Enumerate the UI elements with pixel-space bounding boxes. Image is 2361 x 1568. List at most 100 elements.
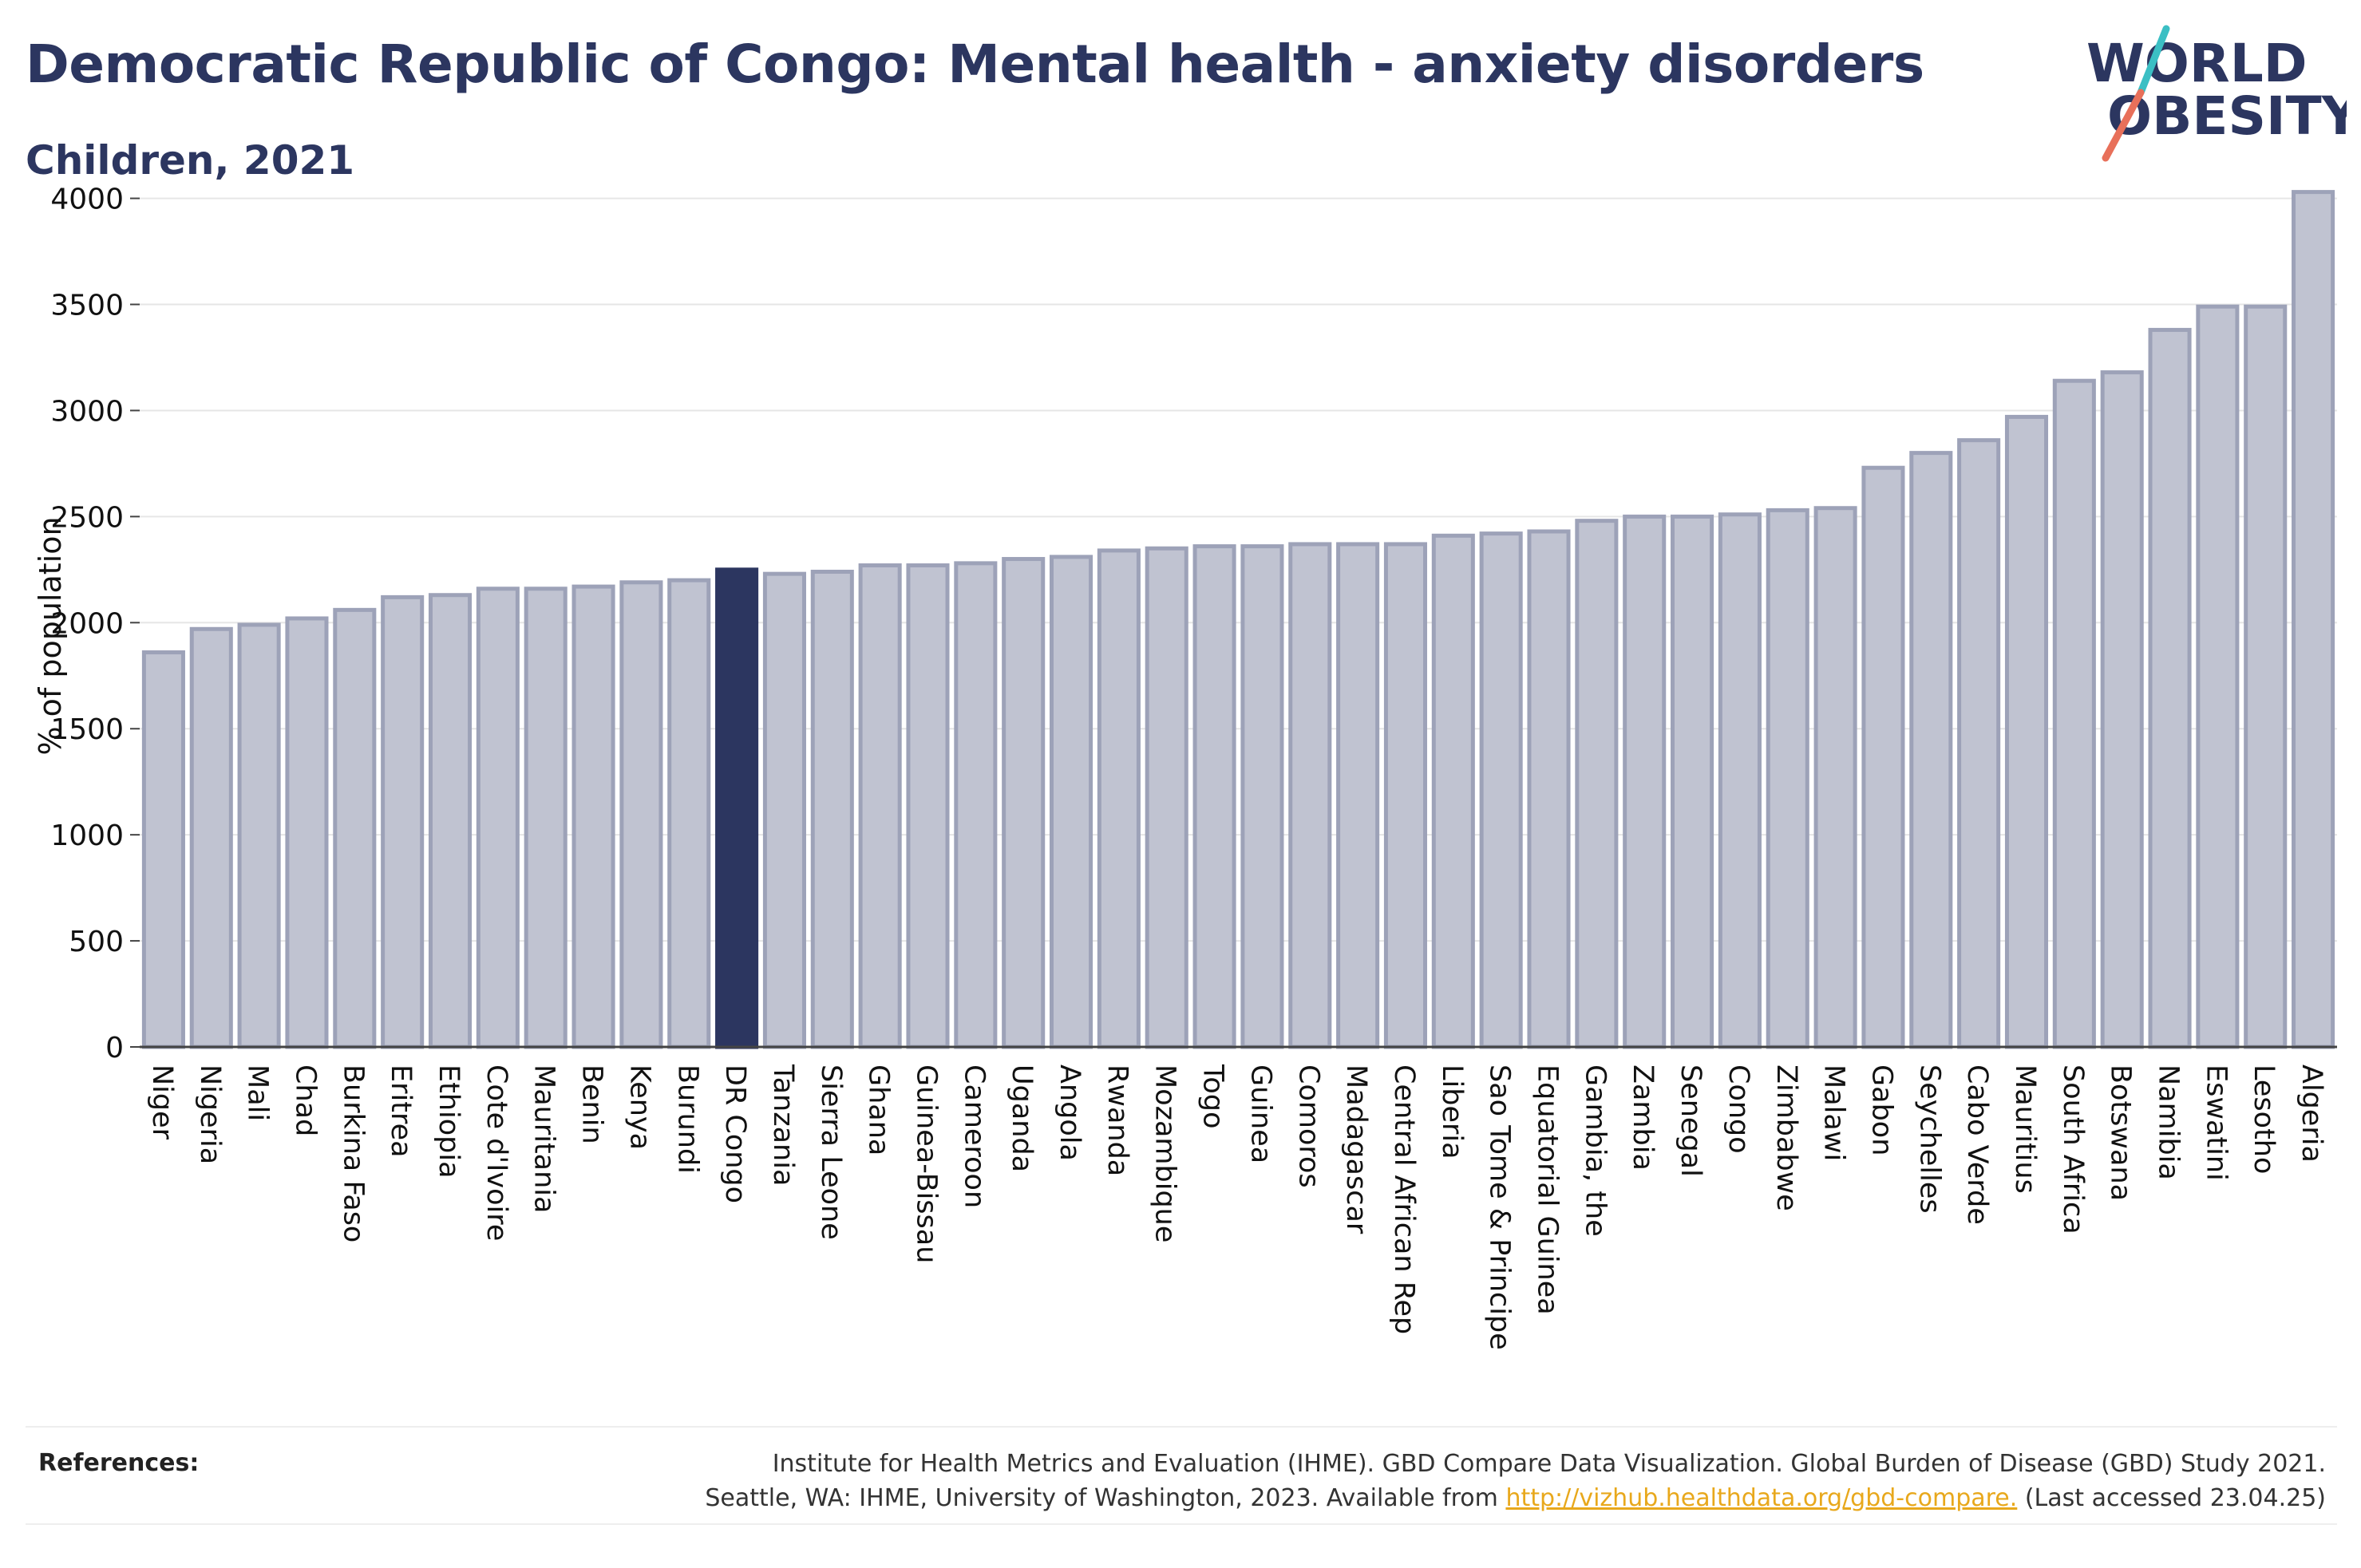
bar-ghana xyxy=(858,563,902,1049)
bar-zambia xyxy=(1623,514,1667,1049)
bar-angola xyxy=(1049,555,1093,1049)
y-tick-label: 4000 xyxy=(50,184,124,216)
bar-malawi xyxy=(1813,506,1857,1049)
x-tick-label: Malawi xyxy=(1818,1064,1850,1161)
x-tick-label: Angola xyxy=(1054,1064,1086,1161)
x-tick-label: Equatorial Guinea xyxy=(1532,1064,1564,1315)
x-tick-label: Benin xyxy=(576,1064,608,1144)
x-tick-label: Sao Tome & Principe xyxy=(1484,1064,1516,1350)
bar-zimbabwe xyxy=(1766,508,1809,1049)
bar-gabon xyxy=(1861,465,1905,1049)
references-text: Institute for Health Metrics and Evaluat… xyxy=(570,1448,2326,1515)
bar-rwanda xyxy=(1097,548,1141,1049)
references-line2: Seattle, WA: IHME, University of Washing… xyxy=(570,1482,2326,1516)
logo-slash-teal xyxy=(2137,25,2170,97)
bar-congo xyxy=(1718,512,1762,1049)
bar-comoros xyxy=(1288,542,1332,1049)
x-tick-label: Madagascar xyxy=(1340,1064,1372,1234)
bar-cabo-verde xyxy=(1957,438,2001,1049)
bar-senegal xyxy=(1671,514,1714,1049)
x-tick-label: Mauritius xyxy=(2009,1064,2041,1194)
bar-ethiopia xyxy=(428,593,473,1049)
y-tick-label: 0 xyxy=(105,1032,124,1064)
x-tick-label: Guinea xyxy=(1244,1064,1276,1163)
x-tick-label: Lesotho xyxy=(2248,1064,2280,1174)
bar-cote-d-ivoire xyxy=(476,587,520,1049)
references-divider-bottom xyxy=(26,1523,2337,1525)
bar-uganda xyxy=(1002,557,1046,1049)
bar-namibia xyxy=(2148,327,2192,1049)
x-axis-labels: Niger Nigeria Mali Chad Burkina Faso Eritrea E… xyxy=(146,1064,2327,1350)
bar-eswatini xyxy=(2196,304,2240,1049)
chart-subtitle: Children, 2021 xyxy=(26,137,355,184)
x-tick-label: Algeria xyxy=(2296,1064,2327,1163)
logo-line2: OBESITY xyxy=(2107,85,2347,147)
y-axis-label: % of population xyxy=(33,516,68,755)
bar-mali xyxy=(237,622,281,1049)
x-tick-label: Niger xyxy=(146,1064,178,1140)
x-tick-label: Mauritania xyxy=(528,1064,560,1213)
bar-mozambique xyxy=(1145,546,1188,1049)
x-tick-label: Rwanda xyxy=(1101,1064,1133,1176)
x-tick-label: Ghana xyxy=(863,1064,895,1155)
bar-togo xyxy=(1192,544,1236,1049)
bar-liberia xyxy=(1431,533,1475,1049)
world-obesity-logo: WORLD OBESITY xyxy=(2086,25,2347,162)
references-link[interactable]: http://vizhub.healthdata.org/gbd-compare… xyxy=(1505,1483,2018,1512)
y-tick-label: 2500 xyxy=(50,501,124,534)
y-tick-label: 1000 xyxy=(50,820,124,852)
x-tick-label: DR Congo xyxy=(719,1064,751,1203)
bar-guinea-bissau xyxy=(906,563,950,1049)
x-tick-label: Burkina Faso xyxy=(337,1064,369,1242)
x-tick-label: Seychelles xyxy=(1913,1064,1945,1214)
x-tick-label: Sierra Leone xyxy=(815,1064,847,1240)
bar-lesotho xyxy=(2244,304,2288,1049)
bar-nigeria xyxy=(189,626,233,1049)
logo-slash-coral xyxy=(2102,89,2145,162)
references-line1: Institute for Health Metrics and Evaluat… xyxy=(772,1450,2326,1478)
references-line2-before: Seattle, WA: IHME, University of Washing… xyxy=(705,1483,1498,1512)
references-label: References: xyxy=(38,1449,200,1477)
x-tick-label: Zambia xyxy=(1627,1064,1659,1171)
x-tick-label: South Africa xyxy=(2057,1064,2089,1234)
y-axis-ticks: 0 500 1000 1500 2000 2500 3000 3500 4000 xyxy=(50,184,140,1064)
x-tick-label: Togo xyxy=(1197,1064,1229,1128)
x-tick-label: Guinea-Bissau xyxy=(910,1064,942,1263)
bar-dr-congo xyxy=(715,567,759,1049)
x-tick-label: Central African Rep xyxy=(1388,1064,1420,1334)
bar-mauritius xyxy=(2004,414,2049,1049)
bar-madagascar xyxy=(1336,542,1380,1049)
bar-chad xyxy=(285,616,329,1049)
x-tick-label: Tanzania xyxy=(767,1064,799,1186)
bar-sierra-leone xyxy=(810,569,854,1049)
bar-tanzania xyxy=(762,571,806,1049)
x-tick-label: Cabo Verde xyxy=(1961,1064,1993,1225)
x-tick-label: Cote d'Ivoire xyxy=(481,1064,512,1241)
references-divider-top xyxy=(26,1426,2337,1428)
bar-sao-tome-principe xyxy=(1479,531,1523,1049)
bar-south-africa xyxy=(2052,378,2096,1049)
x-tick-label: Gabon xyxy=(1865,1064,1897,1155)
bar-algeria xyxy=(2292,190,2335,1049)
bar-niger xyxy=(141,650,185,1049)
bar-gambia-the xyxy=(1575,519,1619,1049)
bar-mauritania xyxy=(524,587,568,1049)
bar-burkina-faso xyxy=(333,607,377,1049)
x-tick-label: Burundi xyxy=(671,1064,703,1174)
x-tick-label: Botswana xyxy=(2105,1064,2137,1201)
y-tick-label: 1500 xyxy=(50,713,124,746)
bars xyxy=(141,190,2335,1049)
x-tick-label: Eritrea xyxy=(385,1064,417,1158)
bar-central-african-rep xyxy=(1383,542,1428,1049)
x-tick-label: Senegal xyxy=(1675,1064,1706,1177)
chart-title: Democratic Republic of Congo: Mental hea… xyxy=(26,34,1924,95)
x-tick-label: Nigeria xyxy=(194,1064,226,1164)
x-tick-label: Gambia, the xyxy=(1579,1064,1611,1237)
bar-guinea xyxy=(1240,544,1284,1049)
y-tick-label: 3500 xyxy=(50,290,124,322)
logo-line1: WORLD xyxy=(2086,33,2308,94)
bar-burundi xyxy=(667,578,711,1049)
y-tick-label: 2000 xyxy=(50,607,124,640)
x-tick-label: Namibia xyxy=(2153,1064,2185,1180)
x-tick-label: Eswatini xyxy=(2200,1064,2232,1181)
